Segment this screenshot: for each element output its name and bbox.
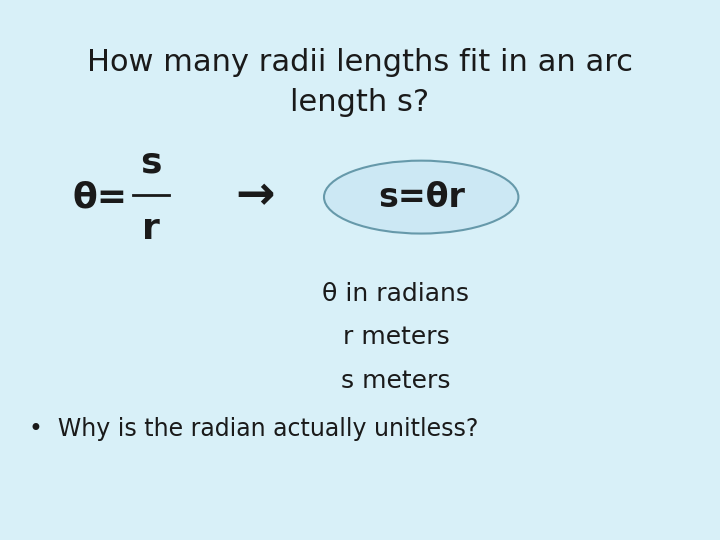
- Text: How many radii lengths fit in an arc: How many radii lengths fit in an arc: [87, 48, 633, 77]
- Text: s: s: [140, 145, 162, 179]
- Text: length s?: length s?: [290, 88, 430, 117]
- Text: θ=: θ=: [72, 180, 127, 214]
- Text: s=θr: s=θr: [378, 180, 464, 214]
- Text: →: →: [235, 174, 276, 220]
- Ellipse shape: [324, 161, 518, 233]
- Text: r: r: [143, 212, 160, 246]
- Text: s meters: s meters: [341, 369, 451, 393]
- Text: θ in radians: θ in radians: [323, 282, 469, 306]
- Text: r meters: r meters: [343, 326, 449, 349]
- Text: •  Why is the radian actually unitless?: • Why is the radian actually unitless?: [29, 417, 478, 441]
